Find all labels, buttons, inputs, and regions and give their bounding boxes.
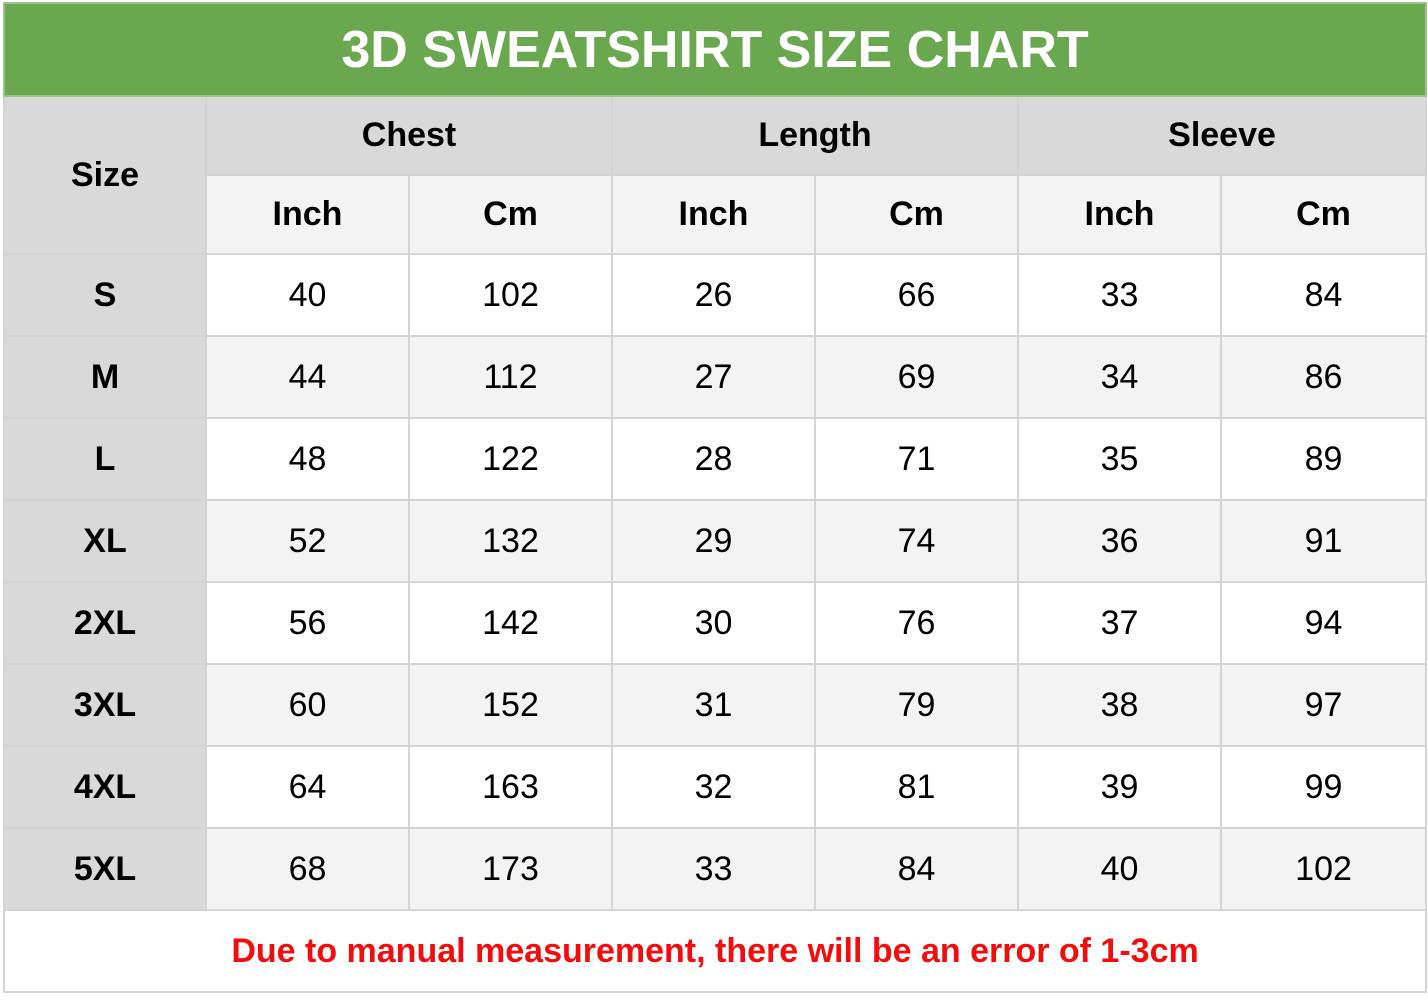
measurement-cell: 142 [408,581,613,665]
measurement-cell: 44 [205,335,410,419]
measurement-cell: 27 [611,335,816,419]
unit-header: Cm [1219,174,1428,255]
measurement-cell: 35 [1017,417,1222,501]
unit-header: Cm [814,174,1019,255]
table-row: XL 52 132 29 74 36 91 [3,499,1428,583]
size-header: Size [3,95,207,255]
measurement-note: Due to manual measurement, there will be… [2,909,1428,993]
size-cell: 5XL [3,827,207,911]
table-row: M 44 112 27 69 34 86 [3,335,1428,419]
size-cell: XL [3,499,207,583]
measurement-cell: 84 [814,827,1019,911]
measurement-cell: 40 [1017,827,1222,911]
measurement-cell: 132 [408,499,613,583]
size-cell: 4XL [3,745,207,829]
measurement-cell: 48 [205,417,410,501]
measurement-cell: 163 [408,745,613,829]
measurement-cell: 94 [1219,581,1428,665]
measurement-cell: 173 [408,827,613,911]
measurement-cell: 102 [408,253,613,337]
measurement-cell: 38 [1017,663,1222,747]
measurement-cell: 66 [814,253,1019,337]
unit-header: Inch [611,174,816,255]
measurement-cell: 122 [408,417,613,501]
table-row: 2XL 56 142 30 76 37 94 [3,581,1428,665]
measurement-cell: 69 [814,335,1019,419]
measurement-cell: 91 [1219,499,1428,583]
measurement-cell: 71 [814,417,1019,501]
measurement-cell: 34 [1017,335,1222,419]
size-cell: 3XL [3,663,207,747]
measurement-cell: 74 [814,499,1019,583]
size-cell: S [3,253,207,337]
measurement-cell: 86 [1219,335,1428,419]
size-cell: M [3,335,207,419]
unit-header: Inch [205,174,410,255]
table-row: 4XL 64 163 32 81 39 99 [3,745,1428,829]
measurement-cell: 97 [1219,663,1428,747]
measurement-cell: 52 [205,499,410,583]
size-cell: 2XL [3,581,207,665]
table-row: 3XL 60 152 31 79 38 97 [3,663,1428,747]
unit-header: Cm [408,174,613,255]
measurement-cell: 56 [205,581,410,665]
measurement-cell: 76 [814,581,1019,665]
measurement-cell: 152 [408,663,613,747]
measurement-cell: 30 [611,581,816,665]
table-row: 5XL 68 173 33 84 40 102 [3,827,1428,911]
measurement-cell: 33 [611,827,816,911]
measurement-cell: 81 [814,745,1019,829]
sleeve-header: Sleeve [1016,95,1428,176]
unit-header: Inch [1017,174,1222,255]
measurement-cell: 31 [611,663,816,747]
measurement-cell: 33 [1017,253,1222,337]
measurement-cell: 36 [1017,499,1222,583]
size-cell: L [3,417,207,501]
measurement-cell: 79 [814,663,1019,747]
measurement-cell: 89 [1219,417,1428,501]
chest-header: Chest [205,95,613,176]
measurement-cell: 99 [1219,745,1428,829]
measurement-cell: 68 [205,827,410,911]
measurement-cell: 40 [205,253,410,337]
measurement-cell: 60 [205,663,410,747]
measurement-cell: 37 [1017,581,1222,665]
measurement-cell: 28 [611,417,816,501]
table-row: L 48 122 28 71 35 89 [3,417,1428,501]
measurement-cell: 112 [408,335,613,419]
measurement-cell: 84 [1219,253,1428,337]
length-header: Length [611,95,1019,176]
measurement-cell: 29 [611,499,816,583]
table-row: S 40 102 26 66 33 84 [3,253,1428,337]
measurement-cell: 64 [205,745,410,829]
measurement-cell: 39 [1017,745,1222,829]
chart-title: 3D SWEATSHIRT SIZE CHART [2,2,1428,97]
measurement-cell: 26 [611,253,816,337]
measurement-cell: 102 [1219,827,1428,911]
measurement-cell: 32 [611,745,816,829]
